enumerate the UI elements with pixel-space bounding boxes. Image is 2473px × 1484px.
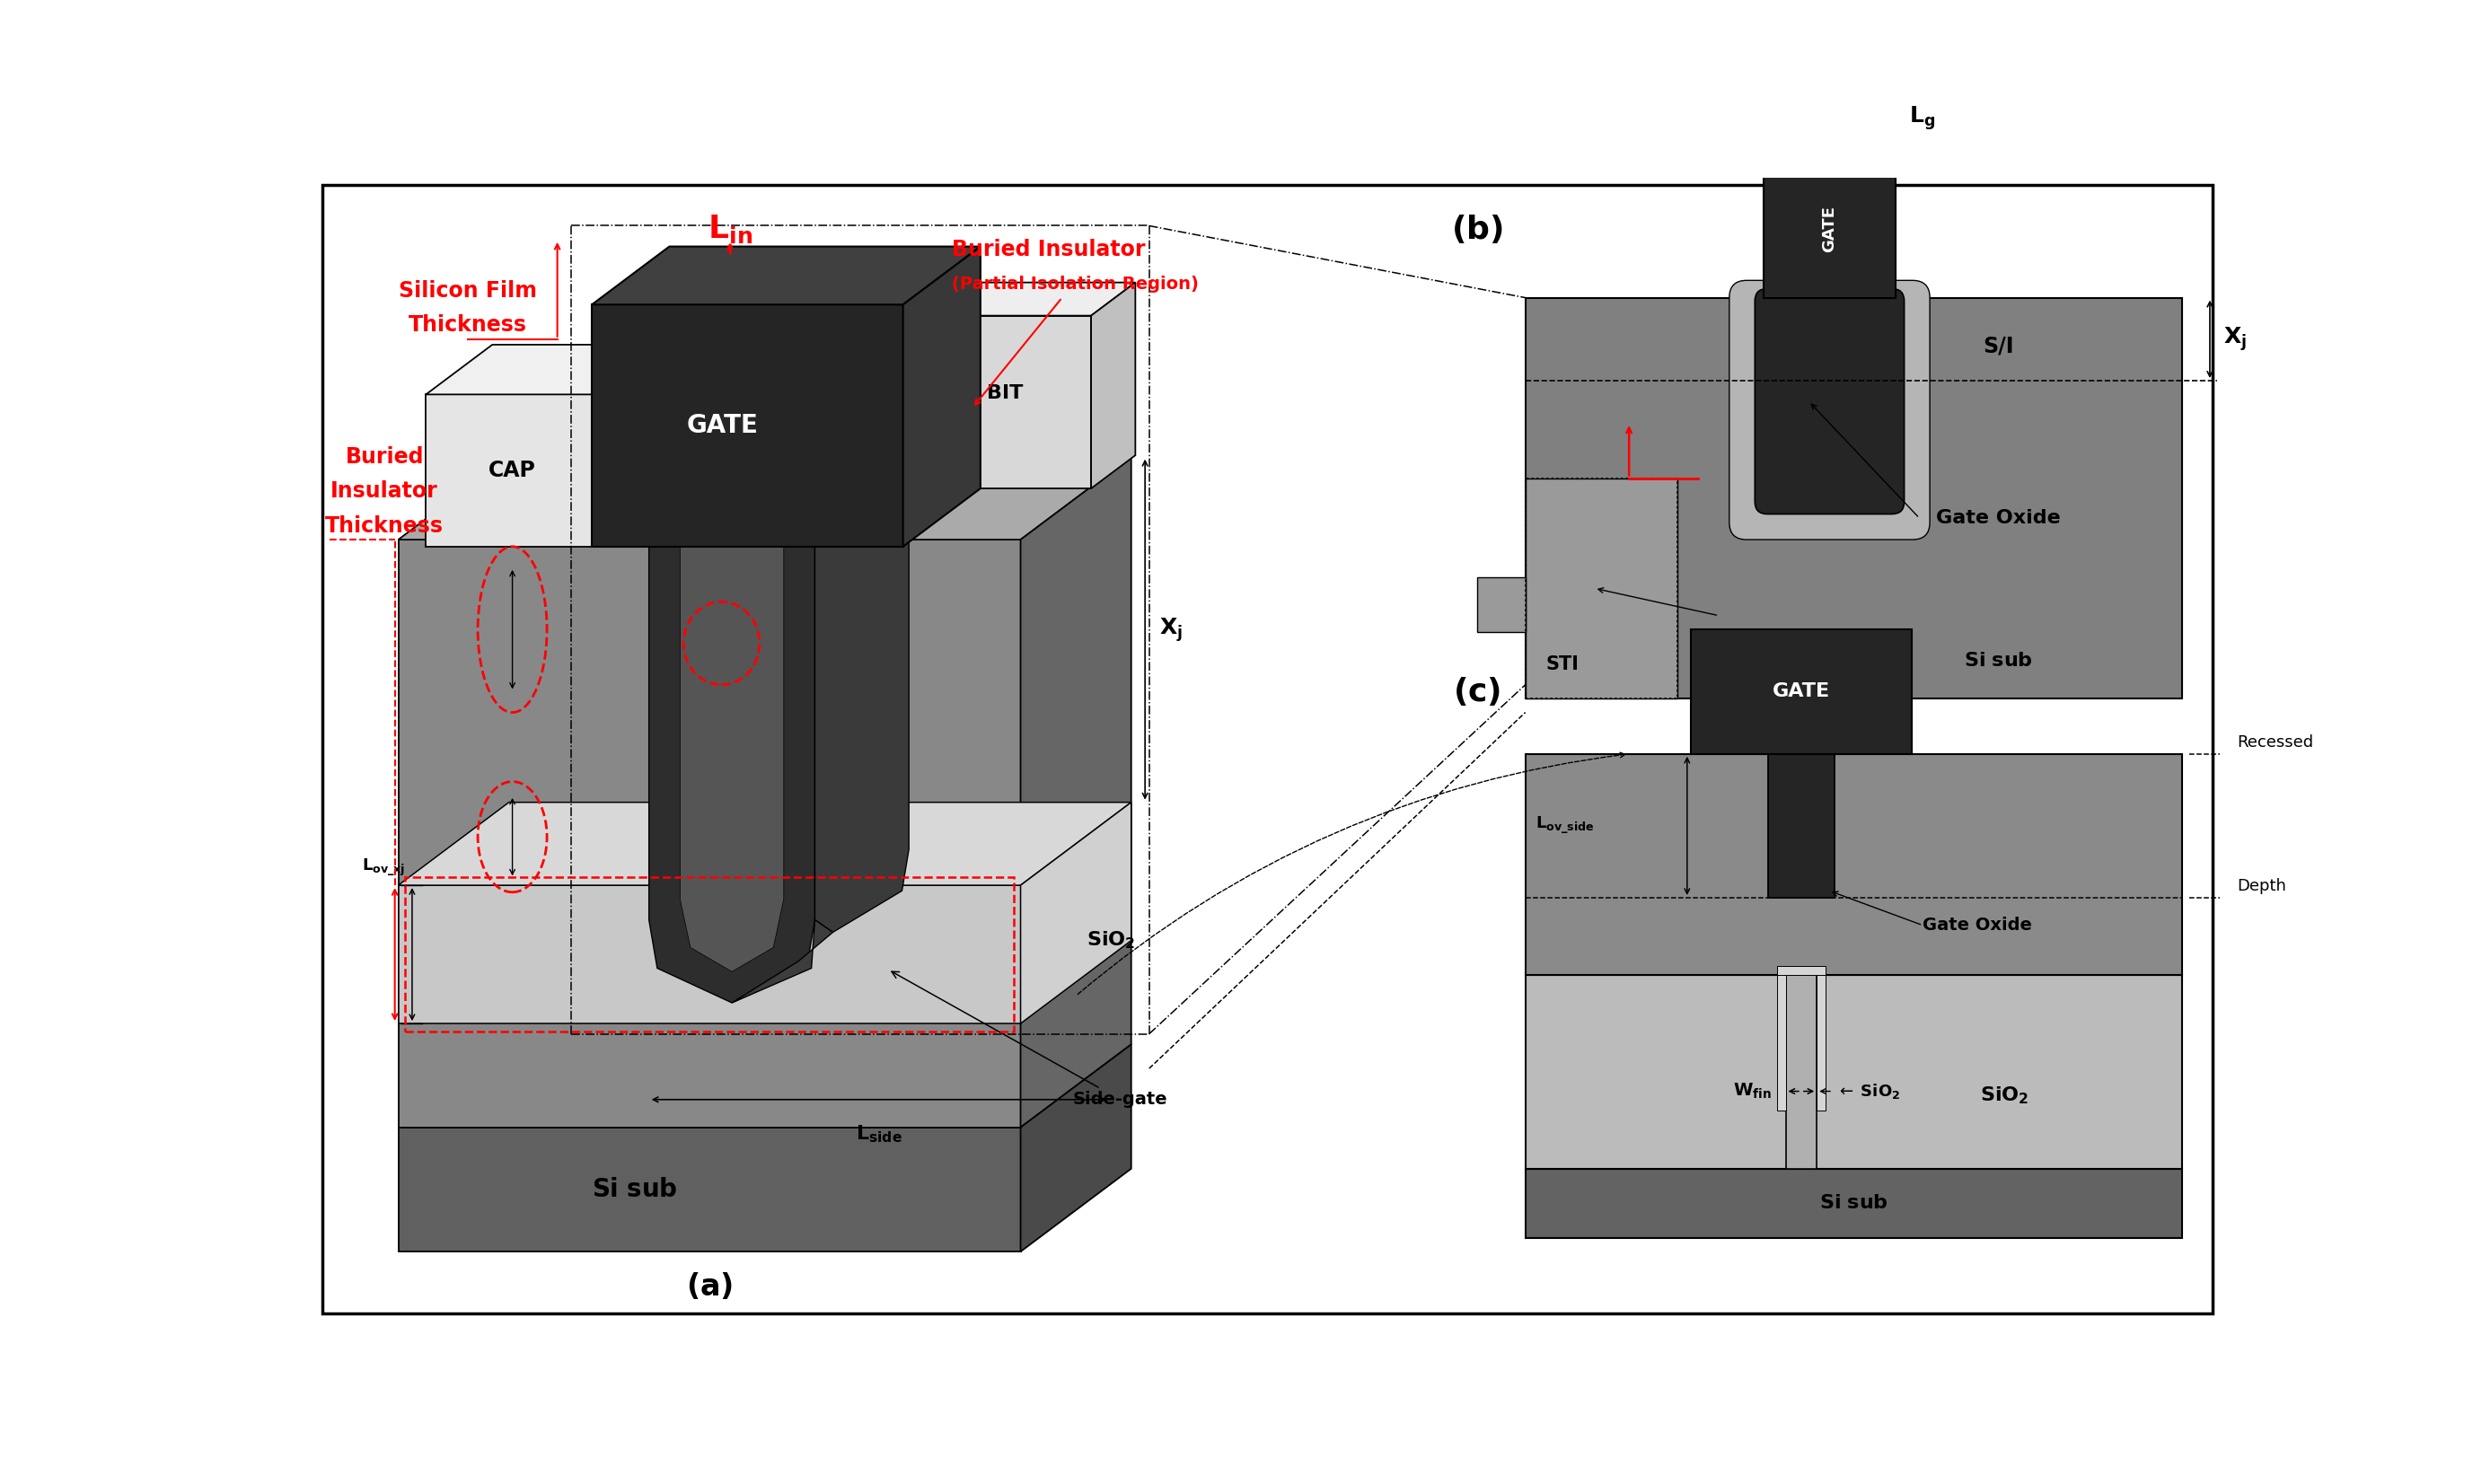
Text: STI: STI <box>1546 654 1580 674</box>
Bar <box>1526 1169 2181 1238</box>
Text: Depth: Depth <box>2238 879 2288 895</box>
Bar <box>1768 754 1835 898</box>
Polygon shape <box>1021 803 1130 1024</box>
Text: $\mathbf{SiO_2}$: $\mathbf{SiO_2}$ <box>1088 930 1135 951</box>
Polygon shape <box>591 246 979 304</box>
Polygon shape <box>1021 1045 1130 1251</box>
Text: $\mathbf{L_{in}}$: $\mathbf{L_{in}}$ <box>707 212 752 245</box>
Text: Side-gate: Side-gate <box>893 972 1167 1109</box>
Polygon shape <box>648 546 816 1003</box>
Bar <box>591 304 903 546</box>
Text: $\mathbf{L_{side}}$: $\mathbf{L_{side}}$ <box>856 1123 903 1146</box>
Text: Insulator: Insulator <box>331 481 438 502</box>
Polygon shape <box>917 282 1135 316</box>
Polygon shape <box>816 476 910 932</box>
Text: $\mathbf{L_{ov\_xj}}$: $\mathbf{L_{ov\_xj}}$ <box>361 858 406 879</box>
Text: $\mathbf{(b)}$: $\mathbf{(b)}$ <box>1452 212 1504 245</box>
Bar <box>1476 577 1526 632</box>
Text: (Partial Isolation Region): (Partial Isolation Region) <box>952 276 1199 292</box>
Polygon shape <box>680 546 784 972</box>
Text: $\mathbf{SiO_2}$: $\mathbf{SiO_2}$ <box>1981 1085 2030 1106</box>
Text: GATE: GATE <box>1823 205 1837 252</box>
Text: $\mathbf{(c)}$: $\mathbf{(c)}$ <box>1454 675 1501 708</box>
Text: $\mathbf{X_j}$: $\mathbf{X_j}$ <box>2223 325 2248 353</box>
Text: BIT: BIT <box>987 384 1024 402</box>
Bar <box>398 540 1021 1128</box>
Bar <box>398 1128 1021 1251</box>
Bar <box>1526 754 2181 975</box>
FancyBboxPatch shape <box>1756 289 1904 513</box>
Polygon shape <box>598 344 665 546</box>
Bar <box>1526 478 1677 699</box>
Polygon shape <box>398 1045 1130 1128</box>
Text: $\mathbf{X_j}$: $\mathbf{X_j}$ <box>1160 616 1182 643</box>
Polygon shape <box>398 457 1130 540</box>
Text: GATE: GATE <box>1773 683 1830 700</box>
Text: Thickness: Thickness <box>408 315 527 335</box>
Text: $\mathbf{Si\ sub}$: $\mathbf{Si\ sub}$ <box>1820 1195 1889 1212</box>
Text: Thickness: Thickness <box>324 515 443 537</box>
Text: $\mathbf{L_{ov\_side}}$: $\mathbf{L_{ov\_side}}$ <box>1536 815 1595 835</box>
Text: $\mathbf{Si\ sub}$: $\mathbf{Si\ sub}$ <box>591 1177 678 1202</box>
Text: CAP: CAP <box>490 460 537 481</box>
FancyBboxPatch shape <box>1729 280 1929 540</box>
Polygon shape <box>425 344 665 395</box>
Bar <box>1526 298 2181 699</box>
Bar <box>1776 966 1825 975</box>
Bar <box>1526 478 1677 699</box>
Bar <box>425 395 598 546</box>
Text: $\mathbf{W_{fin}}$: $\mathbf{W_{fin}}$ <box>1734 1082 1771 1101</box>
Bar <box>398 886 1021 1024</box>
Text: Gate Oxide: Gate Oxide <box>1924 917 2033 933</box>
Text: Silicon Film: Silicon Film <box>398 280 537 301</box>
Polygon shape <box>398 803 1130 886</box>
Text: $\mathbf{L_g}$: $\mathbf{L_g}$ <box>1909 104 1936 132</box>
Bar <box>1786 975 1818 1169</box>
Bar <box>1526 975 2181 1169</box>
Text: Gate Oxide: Gate Oxide <box>1936 509 2060 527</box>
Bar <box>1692 629 1912 754</box>
Bar <box>1763 159 1894 298</box>
Polygon shape <box>1091 282 1135 488</box>
Polygon shape <box>903 246 979 546</box>
Bar <box>1751 128 1909 159</box>
Bar <box>917 316 1091 488</box>
Text: S/I: S/I <box>1983 335 2013 356</box>
Bar <box>406 877 1014 1031</box>
Text: Buried: Buried <box>346 445 423 467</box>
Text: $\mathbf{(a)}$: $\mathbf{(a)}$ <box>685 1270 732 1301</box>
Text: $\leftarrow\;\mathbf{SiO_2}$: $\leftarrow\;\mathbf{SiO_2}$ <box>1835 1082 1899 1101</box>
Polygon shape <box>732 920 833 1003</box>
Text: $\mathbf{Si\ sub}$: $\mathbf{Si\ sub}$ <box>1964 651 2033 669</box>
Bar <box>1776 975 1786 1110</box>
Text: Recessed: Recessed <box>2238 735 2315 751</box>
Text: GATE: GATE <box>687 413 759 438</box>
Bar <box>1818 975 1825 1110</box>
Polygon shape <box>1021 457 1130 1128</box>
Text: Buried Insulator: Buried Insulator <box>952 239 1145 260</box>
